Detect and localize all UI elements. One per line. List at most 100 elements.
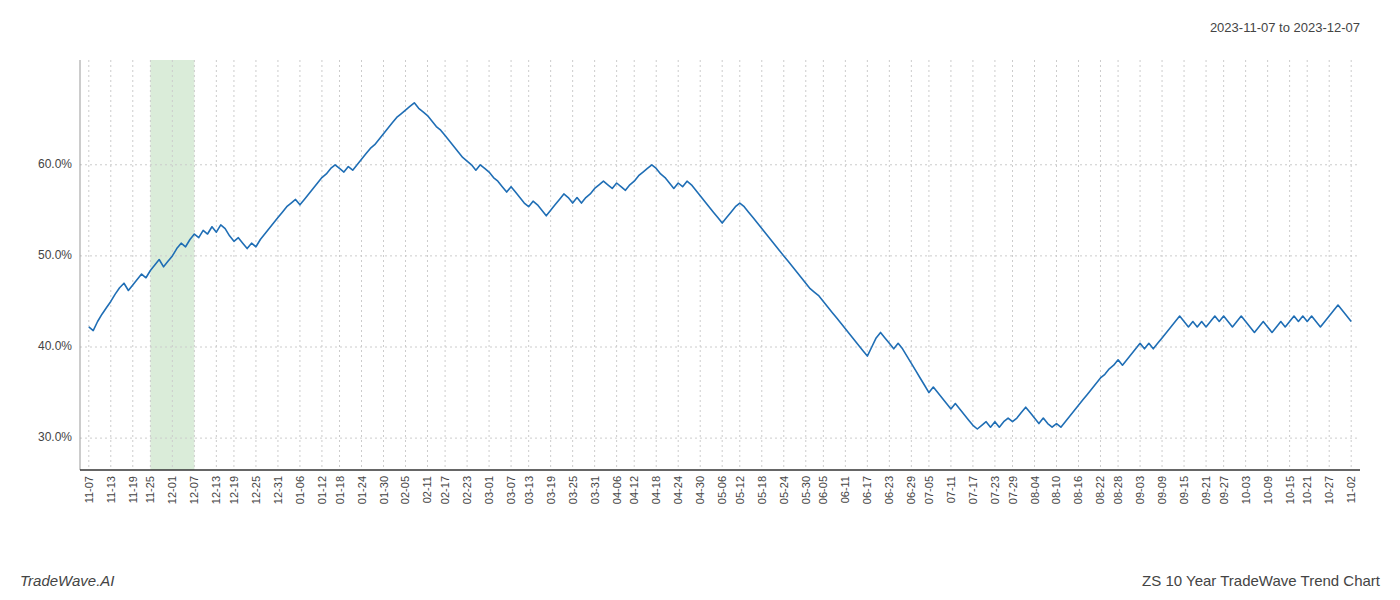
x-tick-label: 03-13 [523,476,535,504]
x-tick-label: 11-13 [105,476,117,503]
x-tick-label: 06-29 [905,476,917,504]
x-grid-line [1184,60,1185,470]
x-tick-label: 01-24 [356,476,368,504]
x-tick-label: 09-27 [1218,476,1230,504]
footer-annotation: ZS 10 Year TradeWave Trend Chart [1142,572,1381,589]
x-grid-line [972,60,973,470]
x-tick-label: 07-05 [923,476,935,504]
x-tick-label: 12-07 [188,476,200,504]
x-tick-label: 08-28 [1112,476,1124,504]
x-tick-label: 11-02 [1345,476,1357,503]
x-tick-label: 06-05 [817,476,829,504]
x-tick-label: 05-06 [716,476,728,504]
x-grid-line [277,60,278,470]
x-tick-label: 09-21 [1200,476,1212,504]
x-tick-label: 12-25 [250,476,262,504]
x-grid-line [823,60,824,470]
x-tick-label: 03-01 [483,476,495,504]
x-grid-line [132,60,133,470]
x-tick-label: 11-25 [144,476,156,503]
line [89,103,1351,429]
x-grid-line [1245,60,1246,470]
x-tick-label: 04-06 [611,476,623,504]
x-tick-label: 01-18 [334,476,346,504]
x-grid-line [233,60,234,470]
x-tick-label: 03-31 [589,476,601,504]
x-grid-line [928,60,929,470]
x-grid-line [194,60,195,470]
y-axis-line [80,60,81,470]
x-grid-line [634,60,635,470]
x-grid-line [321,60,322,470]
x-grid-line [1223,60,1224,470]
x-grid-line [88,60,89,470]
x-grid-line [1307,60,1308,470]
x-grid-line [1162,60,1163,470]
x-grid-line [150,60,151,470]
x-tick-label: 10-21 [1301,476,1313,504]
chart: 30.0%40.0%50.0%60.0%11-0711-1311-1911-25… [0,0,1400,600]
y-grid-line [80,164,1360,165]
x-grid-line [1118,60,1119,470]
x-grid-line [1078,60,1079,470]
x-grid-line [1140,60,1141,470]
x-tick-label: 07-23 [989,476,1001,504]
x-grid-line [172,60,173,470]
x-tick-label: 12-13 [210,476,222,504]
y-grid-line [80,347,1360,348]
x-tick-label: 01-30 [378,476,390,504]
x-grid-line [339,60,340,470]
x-tick-label: 12-31 [272,476,284,504]
x-tick-label: 01-06 [294,476,306,504]
x-grid-line [616,60,617,470]
series [89,103,1351,429]
x-grid-line [722,60,723,470]
x-tick-label: 01-12 [316,476,328,504]
x-tick-label: 05-12 [734,476,746,504]
x-grid-line [299,60,300,470]
grid [80,60,1360,470]
x-grid-line [845,60,846,470]
x-tick-label: 08-22 [1094,476,1106,504]
x-tick-label: 11-07 [83,476,95,503]
x-grid-line [528,60,529,470]
x-grid-line [783,60,784,470]
x-tick-label: 10-09 [1262,476,1274,504]
x-tick-label: 04-12 [628,476,640,504]
x-grid-line [1267,60,1268,470]
x-tick-label: 12-01 [166,476,178,504]
x-tick-label: 04-18 [650,476,662,504]
y-tick-label: 30.0% [38,430,72,444]
chart-root: 30.0%40.0%50.0%60.0%11-0711-1311-1911-25… [0,0,1400,600]
x-tick-label: 10-03 [1240,476,1252,504]
x-tick-label: 04-30 [694,476,706,504]
x-tick-label: 08-16 [1072,476,1084,504]
x-tick-label: 02-23 [461,476,473,504]
x-tick-label: 10-27 [1323,476,1335,504]
x-grid-line [678,60,679,470]
x-tick-label: 03-07 [505,476,517,504]
x-grid-line [110,60,111,470]
y-tick-label: 40.0% [38,339,72,353]
footer-annotation: TradeWave.AI [20,572,114,589]
x-grid-line [911,60,912,470]
x-tick-label: 03-25 [567,476,579,504]
x-grid-line [1351,60,1352,470]
x-grid-line [572,60,573,470]
x-tick-label: 05-30 [800,476,812,504]
x-grid-line [739,60,740,470]
x-grid-line [1034,60,1035,470]
y-tick-label: 60.0% [38,157,72,171]
x-tick-label: 06-17 [861,476,873,504]
x-grid-line [700,60,701,470]
x-grid-line [805,60,806,470]
x-tick-label: 02-17 [439,476,451,504]
x-grid-line [445,60,446,470]
x-tick-label: 02-11 [421,476,433,503]
x-grid-line [361,60,362,470]
x-tick-label: 12-19 [228,476,240,504]
x-grid-line [867,60,868,470]
x-grid-line [1012,60,1013,470]
x-grid-line [761,60,762,470]
x-grid-line [1100,60,1101,470]
